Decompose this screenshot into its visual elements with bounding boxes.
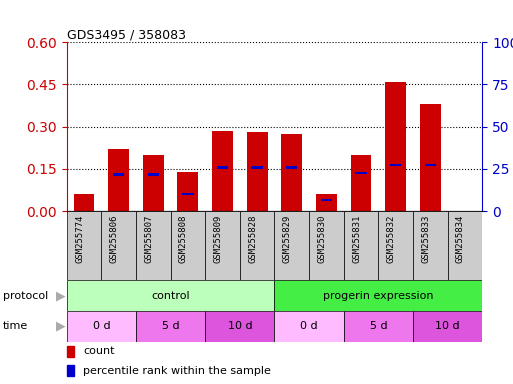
Bar xyxy=(356,172,367,174)
Text: 0 d: 0 d xyxy=(300,321,318,331)
Text: GDS3495 / 358083: GDS3495 / 358083 xyxy=(67,28,186,41)
Bar xyxy=(73,194,94,211)
Bar xyxy=(143,155,164,211)
Bar xyxy=(67,346,74,357)
Bar xyxy=(136,211,170,280)
Bar xyxy=(447,211,482,280)
Bar xyxy=(205,211,240,280)
Text: GSM255831: GSM255831 xyxy=(352,215,361,263)
Bar xyxy=(413,211,447,280)
Text: 5 d: 5 d xyxy=(162,321,180,331)
Text: progerin expression: progerin expression xyxy=(323,291,433,301)
Text: ▶: ▶ xyxy=(56,320,66,333)
Bar xyxy=(425,164,436,166)
Bar xyxy=(217,166,228,169)
Text: percentile rank within the sample: percentile rank within the sample xyxy=(83,366,271,376)
Bar xyxy=(420,104,441,211)
Text: protocol: protocol xyxy=(3,291,48,301)
Bar xyxy=(170,211,205,280)
Bar xyxy=(67,280,274,311)
Text: GSM255808: GSM255808 xyxy=(179,215,188,263)
Text: GSM255828: GSM255828 xyxy=(248,215,257,263)
Text: 0 d: 0 d xyxy=(92,321,110,331)
Bar xyxy=(247,132,268,211)
Bar xyxy=(350,155,371,211)
Text: GSM255833: GSM255833 xyxy=(421,215,430,263)
Bar xyxy=(309,211,344,280)
Bar xyxy=(316,194,337,211)
Text: GSM255832: GSM255832 xyxy=(387,215,396,263)
Bar xyxy=(113,174,124,176)
Bar xyxy=(274,211,309,280)
Text: 10 d: 10 d xyxy=(227,321,252,331)
Text: GSM255807: GSM255807 xyxy=(144,215,153,263)
Text: control: control xyxy=(151,291,190,301)
Bar xyxy=(240,211,274,280)
Bar xyxy=(378,211,413,280)
Bar xyxy=(274,311,344,342)
Text: GSM255834: GSM255834 xyxy=(456,215,465,263)
Text: time: time xyxy=(3,321,28,331)
Bar xyxy=(251,166,263,169)
Bar xyxy=(148,174,159,176)
Text: GSM255830: GSM255830 xyxy=(318,215,326,263)
Bar xyxy=(177,172,198,211)
Bar xyxy=(101,211,136,280)
Bar xyxy=(413,311,482,342)
Bar xyxy=(182,193,193,195)
Bar xyxy=(212,131,233,211)
Text: count: count xyxy=(83,346,115,356)
Bar xyxy=(136,311,205,342)
Bar xyxy=(344,311,413,342)
Text: GSM255774: GSM255774 xyxy=(75,215,84,263)
Bar xyxy=(67,311,136,342)
Text: 5 d: 5 d xyxy=(369,321,387,331)
Text: GSM255809: GSM255809 xyxy=(213,215,223,263)
Bar xyxy=(286,166,298,169)
Text: GSM255829: GSM255829 xyxy=(283,215,292,263)
Bar xyxy=(390,164,401,166)
Bar xyxy=(281,134,302,211)
Bar xyxy=(67,365,74,376)
Bar xyxy=(108,149,129,211)
Bar xyxy=(274,280,482,311)
Bar xyxy=(385,82,406,211)
Bar xyxy=(321,199,332,201)
Text: ▶: ▶ xyxy=(56,289,66,302)
Text: 10 d: 10 d xyxy=(435,321,460,331)
Bar xyxy=(67,211,101,280)
Bar xyxy=(344,211,378,280)
Bar xyxy=(205,311,274,342)
Text: GSM255806: GSM255806 xyxy=(110,215,119,263)
